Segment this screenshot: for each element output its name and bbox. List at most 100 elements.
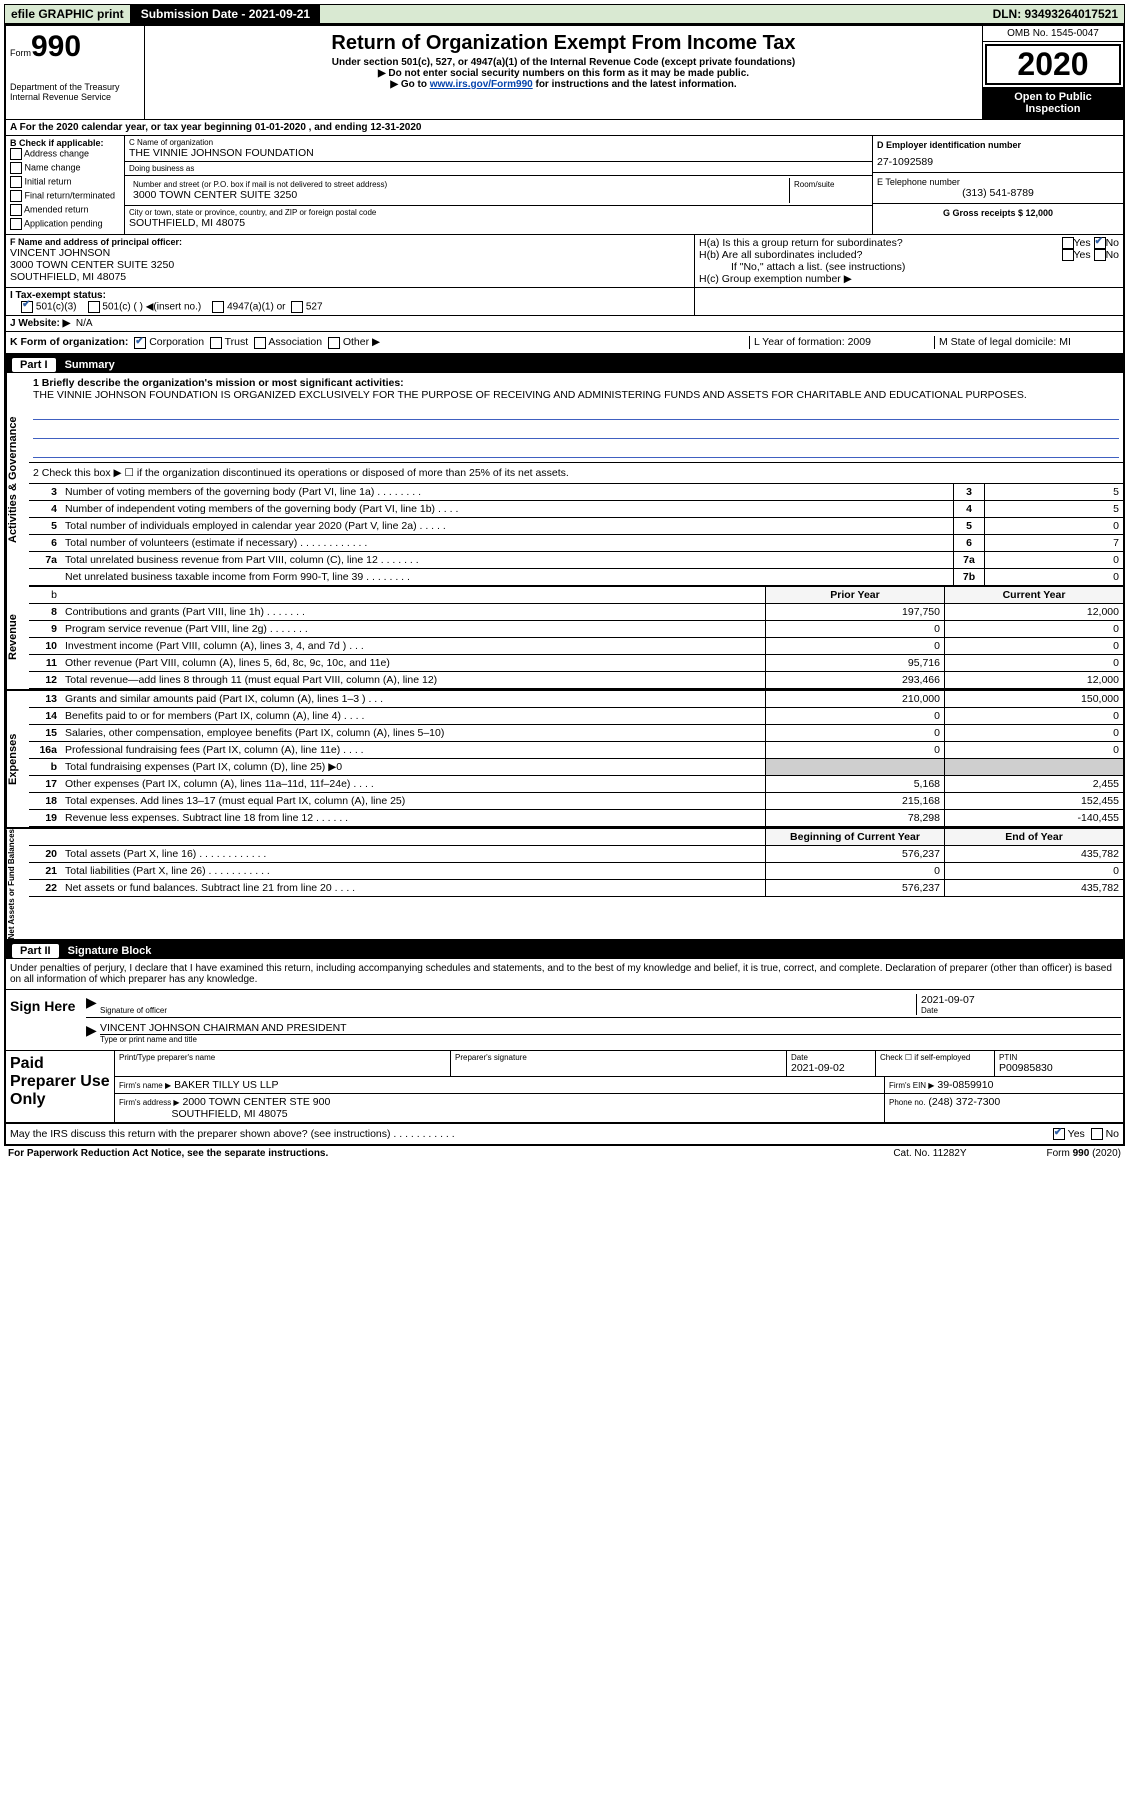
b-opt-initial: Initial return [25,176,72,186]
website-value: N/A [76,318,93,329]
financial-row: 17Other expenses (Part IX, column (A), l… [29,776,1123,793]
firm-ein: 39-0859910 [937,1079,993,1091]
partII-title: Signature Block [68,945,152,957]
officer-addr1: 3000 TOWN CENTER SUITE 3250 [10,259,690,271]
sub2: ▶ Do not enter social security numbers o… [149,68,978,79]
sig-date: 2021-09-07 [921,994,1121,1006]
summary-row: 5Total number of individuals employed in… [29,518,1123,535]
perjury-statement: Under penalties of perjury, I declare th… [6,959,1123,990]
financial-row: 21Total liabilities (Part X, line 26) . … [29,863,1123,880]
sub3: ▶ Go to www.irs.gov/Form990 for instruct… [149,79,978,90]
i-501c: 501(c) ( ) ◀(insert no.) [102,302,201,313]
top-bar: efile GRAPHIC print Submission Date - 20… [4,4,1125,24]
line2: 2 Check this box ▶ ☐ if the organization… [29,463,1123,484]
ptin-value: P00985830 [999,1062,1053,1074]
prep-h1: Print/Type preparer's name [119,1053,446,1062]
Ha-label: H(a) Is this a group return for subordin… [699,237,1062,249]
form-number: 990 [31,30,81,63]
b-opt-name: Name change [25,162,81,172]
addr-label: Number and street (or P.O. box if mail i… [133,180,785,189]
i-501c3: 501(c)(3) [36,302,77,313]
form-prefix: Form [10,48,31,58]
firm-addr-label: Firm's address ▶ [119,1098,180,1107]
financial-row: 15Salaries, other compensation, employee… [29,725,1123,742]
sig-officer-label: Signature of officer [100,1006,916,1015]
form990-link[interactable]: www.irs.gov/Form990 [430,79,533,90]
financial-row: 12Total revenue—add lines 8 through 11 (… [29,672,1123,689]
ha-no: No [1106,237,1119,249]
partI-title: Summary [65,359,115,371]
header: Form990 Department of the TreasuryIntern… [6,26,1123,120]
section-F: F Name and address of principal officer:… [6,235,695,287]
side-netassets: Net Assets or Fund Balances [6,829,29,939]
side-expenses: Expenses [6,691,29,827]
sub3-pre: ▶ Go to [390,79,429,90]
dln: DLN: 93493264017521 [987,5,1124,23]
beg-year-h: Beginning of Current Year [765,829,944,845]
street-address: 3000 TOWN CENTER SUITE 3250 [133,189,785,201]
summary-row: 4Number of independent voting members of… [29,501,1123,518]
part-II: Part II Signature Block Under penalties … [4,941,1125,1146]
ein-value: 27-1092589 [877,156,1119,168]
i-4947: 4947(a)(1) or [227,302,285,313]
discuss-no: No [1106,1128,1119,1140]
M-state: M State of legal domicile: MI [934,336,1119,348]
gross-receipts: G Gross receipts $ 12,000 [943,208,1053,218]
financial-row: 19Revenue less expenses. Subtract line 1… [29,810,1123,827]
i-527: 527 [306,302,323,313]
k-trust: Trust [225,336,249,348]
side-activities: Activities & Governance [6,373,29,586]
line1-label: 1 Briefly describe the organization's mi… [33,377,1119,389]
summary-row: Net unrelated business taxable income fr… [29,569,1123,586]
dept: Department of the TreasuryInternal Reven… [10,82,140,102]
b-opt-amended: Amended return [24,204,89,214]
officer-addr2: SOUTHFIELD, MI 48075 [10,271,690,283]
financial-row: 8Contributions and grants (Part VIII, li… [29,604,1123,621]
firm-label: Firm's name ▶ [119,1081,171,1090]
sub1: Under section 501(c), 527, or 4947(a)(1)… [149,57,978,68]
partI-tag: Part I [12,358,56,372]
efile-label[interactable]: efile GRAPHIC print [5,5,131,23]
partII-tag: Part II [12,944,59,958]
end-year-h: End of Year [944,829,1123,845]
city-state-zip: SOUTHFIELD, MI 48075 [129,217,868,229]
J-label: J Website: ▶ [10,318,70,329]
section-K: K Form of organization: Corporation Trus… [6,332,1123,352]
firm-phone: (248) 372-7300 [928,1096,1000,1108]
section-H: H(a) Is this a group return for subordin… [695,235,1123,287]
room-label: Room/suite [790,178,868,203]
section-DEG: D Employer identification number 27-1092… [872,136,1123,234]
phone-label: E Telephone number [877,177,1119,187]
discuss-question: May the IRS discuss this return with the… [10,1128,1053,1140]
sub3-post: for instructions and the latest informat… [533,79,737,90]
K-label: K Form of organization: [10,336,128,348]
paid-preparer-label: Paid Preparer Use Only [6,1051,114,1122]
k-corp: Corporation [149,336,204,348]
financial-row: 10Investment income (Part VIII, column (… [29,638,1123,655]
hb-yes: Yes [1074,249,1091,261]
current-year-h: Current Year [944,587,1123,603]
c-name-label: C Name of organization [129,138,868,147]
summary-row: 3Number of voting members of the governi… [29,484,1123,501]
omb-number: OMB No. 1545-0047 [983,26,1123,42]
section-C: C Name of organization THE VINNIE JOHNSO… [125,136,872,234]
submission-date: Submission Date - 2021-09-21 [131,5,320,23]
b-opt-pending: Application pending [24,218,103,228]
financial-row: 18Total expenses. Add lines 13–17 (must … [29,793,1123,810]
k-other: Other ▶ [343,336,380,348]
dba-label: Doing business as [129,164,868,173]
form-title: Return of Organization Exempt From Incom… [149,32,978,55]
name-title-label: Type or print name and title [100,1035,1121,1044]
firm-phone-label: Phone no. [889,1098,925,1107]
financial-row: 11Other revenue (Part VIII, column (A), … [29,655,1123,672]
phone-value: (313) 541-8789 [877,187,1119,199]
ein-label: D Employer identification number [877,140,1119,150]
prep-h3-l: Date [791,1053,871,1062]
sign-here-label: Sign Here [6,990,84,1050]
paperwork-notice: For Paperwork Reduction Act Notice, see … [8,1148,893,1159]
section-I: I Tax-exempt status: 501(c)(3) 501(c) ( … [6,288,695,315]
cat-no: Cat. No. 11282Y [893,1148,966,1159]
officer-name: VINCENT JOHNSON [10,247,690,259]
part-I: Part I Summary Activities & Governance 1… [4,355,1125,941]
mission-text: THE VINNIE JOHNSON FOUNDATION IS ORGANIZ… [33,389,1119,401]
